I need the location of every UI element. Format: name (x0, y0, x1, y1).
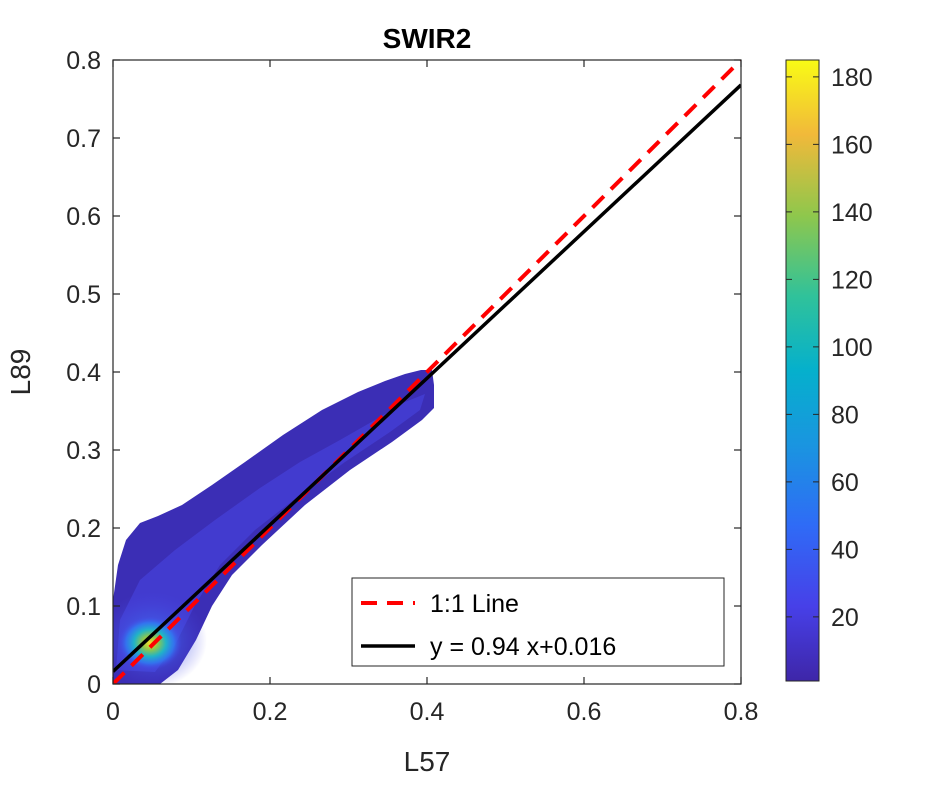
x-tick-label: 0.2 (253, 698, 288, 726)
colorbar-tick-label: 20 (831, 604, 859, 632)
y-tick-label: 0.6 (66, 203, 101, 231)
colorbar-tick-label: 140 (831, 199, 873, 227)
y-tick-label: 0 (87, 671, 101, 699)
colorbar: 20 40 60 80 100 120 140 160 180 (785, 59, 873, 682)
y-tick-label: 0.5 (66, 281, 101, 309)
y-axis-label: L89 (5, 349, 36, 396)
y-tick-label: 0.8 (66, 47, 101, 75)
y-axis: 0 0.1 0.2 0.3 0.4 0.5 0.6 0.7 0.8 (66, 47, 741, 699)
y-tick-label: 0.4 (66, 359, 101, 387)
x-axis-label: L57 (404, 746, 451, 777)
legend-box (351, 577, 725, 667)
lines-group (113, 60, 741, 684)
line-regression-fit (113, 83, 741, 673)
colorbar-tick-label: 80 (831, 401, 859, 429)
colorbar-tick-label: 120 (831, 266, 873, 294)
legend-label-fit: y = 0.94 x+0.016 (430, 633, 616, 661)
colorbar-frame (785, 59, 820, 682)
legend: 1:1 Line y = 0.94 x+0.016 (351, 577, 725, 667)
y-tick-label: 0.7 (66, 125, 101, 153)
y-tick-label: 0.2 (66, 515, 101, 543)
x-tick-label: 0.6 (567, 698, 602, 726)
colorbar-ticks: 20 40 60 80 100 120 140 160 180 (786, 64, 873, 632)
x-tick-label: 0.4 (410, 698, 445, 726)
legend-label-1-to-1: 1:1 Line (430, 590, 519, 618)
colorbar-tick-label: 180 (831, 64, 873, 92)
y-tick-label: 0.1 (66, 593, 101, 621)
y-tick-label: 0.3 (66, 437, 101, 465)
colorbar-tick-label: 60 (831, 469, 859, 497)
line-1-to-1 (113, 60, 741, 684)
colorbar-tick-label: 160 (831, 131, 873, 159)
x-tick-label: 0 (106, 698, 120, 726)
colorbar-tick-label: 40 (831, 536, 859, 564)
density-peak (118, 616, 182, 670)
colorbar-tick-label: 100 (831, 334, 873, 362)
x-tick-label: 0.8 (724, 698, 759, 726)
chart-title: SWIR2 (383, 23, 472, 54)
x-axis: 0 0.2 0.4 0.6 0.8 (106, 60, 758, 726)
colorbar-gradient (786, 60, 819, 681)
